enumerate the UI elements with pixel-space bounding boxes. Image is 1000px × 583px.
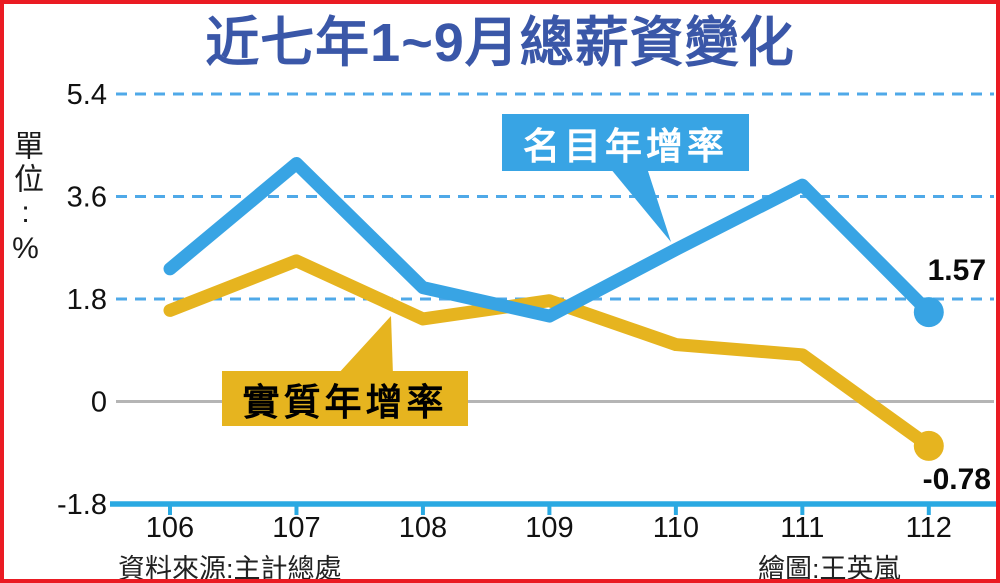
- legend-callout-nominal: 名目年增率: [502, 114, 749, 171]
- y-axis-label: 0: [91, 387, 107, 419]
- real-annual-growth-end-dot: [913, 430, 944, 461]
- nominal-annual-growth-end-dot: [913, 297, 944, 328]
- callout-pointer-nominal: [610, 168, 671, 242]
- y-axis-label: 1.8: [67, 284, 107, 316]
- data-label-real-end: -0.78: [922, 463, 991, 496]
- x-axis-label: 108: [399, 512, 447, 544]
- legend-callout-real: 實質年增率: [222, 371, 468, 426]
- x-axis-label: 106: [146, 512, 194, 544]
- x-axis-label: 107: [272, 512, 320, 544]
- real-annual-growth-line: [163, 254, 936, 453]
- credit-note: 繪圖:王英嵐: [758, 554, 901, 583]
- x-axis-label: 109: [525, 512, 573, 544]
- y-axis-label: -1.8: [57, 489, 107, 521]
- source-note: 資料來源:主計總處: [118, 554, 342, 583]
- line-chart-canvas: 5.4 3.6 1.8 0 -1.8 106 107 108 109 110 111 112: [57, 79, 996, 544]
- data-label-nominal-end: 1.57: [927, 254, 986, 287]
- x-axis-label: 110: [653, 512, 699, 544]
- nominal-annual-growth-line: [163, 156, 936, 323]
- x-axis-label: 111: [780, 512, 824, 544]
- y-axis-unit-label: 單位:%: [9, 130, 42, 268]
- y-axis-label: 3.6: [67, 182, 107, 214]
- y-axis-label: 5.4: [67, 79, 107, 111]
- chart-title: 近七年1~9月總薪資變化: [205, 13, 795, 73]
- x-axis-label: 112: [906, 512, 952, 544]
- callout-pointer-real: [337, 316, 393, 375]
